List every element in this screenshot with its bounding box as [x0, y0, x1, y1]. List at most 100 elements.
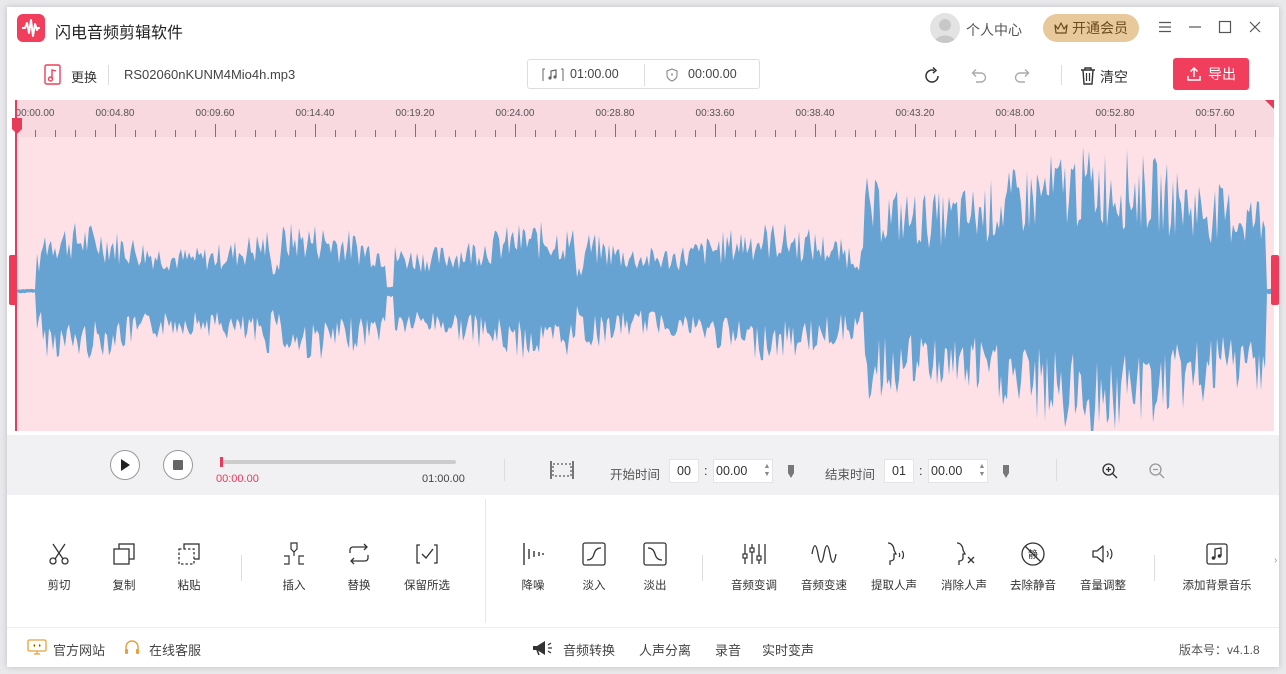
audio-convert-link[interactable]: 音频转换 [563, 643, 616, 658]
end-spinner[interactable]: ▲ ▼ [978, 463, 986, 478]
record-link[interactable]: 录音 [715, 643, 742, 658]
paste-button[interactable]: 粘贴 [151, 541, 227, 597]
end-sec-input[interactable]: 00.00 [928, 459, 988, 483]
playback-progress[interactable] [220, 457, 456, 467]
cut-button[interactable]: 剪切 [21, 541, 97, 597]
insert-button[interactable]: 插入 [256, 541, 332, 597]
pin-icon[interactable] [1001, 464, 1011, 480]
paste-icon [178, 543, 200, 565]
scissors-icon [49, 543, 69, 565]
website-icon [27, 639, 47, 655]
support-link[interactable]: 在线客服 [149, 643, 202, 658]
speaker-icon [1092, 545, 1113, 563]
fade-out-label: 淡出 [643, 580, 667, 592]
keep-label: 保留所选 [404, 580, 450, 592]
svg-text:静: 静 [1028, 548, 1038, 561]
pitch-button[interactable]: 音频变调 [716, 541, 792, 597]
selection-end-handle[interactable] [1271, 255, 1279, 305]
fade-in-button[interactable]: 淡入 [556, 541, 632, 597]
edit-tools-panel: 剪切 复制 粘贴 插入 替换 保留所选 降噪 淡入 [7, 499, 1279, 623]
maximize-icon[interactable] [1215, 17, 1235, 37]
copy-label: 复制 [112, 580, 136, 592]
fade-out-icon [643, 542, 667, 566]
replace-label: 替换 [347, 580, 371, 592]
remove-vocal-button[interactable]: 消除人声 [926, 541, 1002, 597]
start-spinner[interactable]: ▲ ▼ [763, 463, 771, 478]
select-all-icon[interactable] [548, 460, 576, 480]
fade-out-button[interactable]: 淡出 [617, 541, 693, 597]
voice-remove-icon [956, 542, 975, 565]
replace-file-button[interactable]: 更换 [71, 70, 98, 85]
minimize-icon[interactable] [1185, 17, 1205, 37]
vocal-separate-link[interactable]: 人声分离 [639, 643, 692, 658]
waveform-editor[interactable]: 00:00.00 00:04.80 00:09.60 00:14.40 00:19.20… [12, 100, 1274, 431]
swap-icon [349, 543, 369, 565]
divider [108, 65, 109, 85]
extract-vocal-button[interactable]: 提取人声 [856, 541, 932, 597]
ruler-label: 00:14.40 [295, 108, 335, 119]
zoom-out-icon[interactable] [1148, 462, 1166, 480]
fade-in-label: 淡入 [582, 580, 606, 592]
music-note-icon [542, 68, 564, 81]
pin-icon[interactable] [786, 464, 796, 480]
selection-duration: 00:00.00 [688, 67, 737, 81]
time-ruler[interactable]: 00:00.00 00:04.80 00:09.60 00:14.40 00:19.20… [15, 100, 1274, 137]
divider [504, 459, 505, 481]
end-time-label: 结束时间 [825, 468, 876, 482]
speed-button[interactable]: 音频变速 [786, 541, 862, 597]
stop-button[interactable] [163, 450, 193, 480]
zoom-in-icon[interactable] [1101, 462, 1119, 480]
start-time-label: 开始时间 [610, 468, 661, 482]
insert-icon [284, 542, 304, 565]
selection-start-handle[interactable] [9, 255, 17, 305]
pitch-label: 音频变调 [731, 580, 777, 592]
file-toolbar: 更换 RS02060nKUNM4Mio4h.mp3 01:00.00 00:00… [7, 55, 1279, 97]
export-label: 导出 [1208, 66, 1236, 82]
progress-thumb[interactable] [220, 457, 223, 467]
refresh-icon[interactable] [921, 65, 943, 87]
user-avatar[interactable] [930, 13, 960, 43]
remove-silence-button[interactable]: 静 去除静音 [995, 541, 1071, 597]
ruler-label: 00:24.00 [495, 108, 535, 119]
music-file-icon[interactable] [43, 64, 63, 91]
remove-vocal-label: 消除人声 [941, 580, 987, 592]
website-link[interactable]: 官方网站 [53, 643, 106, 658]
undo-icon[interactable] [967, 65, 989, 87]
denoise-icon [523, 543, 544, 565]
start-min-input[interactable]: 00 [669, 459, 699, 483]
voice-change-link[interactable]: 实时变声 [762, 643, 815, 658]
ruler-label: 00:57.60 [1195, 108, 1235, 119]
play-button[interactable] [110, 450, 140, 480]
audio-waveform[interactable] [15, 100, 1274, 431]
end-min-input[interactable]: 01 [884, 459, 914, 483]
ruler-label: 00:48.00 [995, 108, 1035, 119]
keep-selection-button[interactable]: 保留所选 [389, 541, 465, 597]
scroll-right-icon[interactable]: › [1274, 555, 1278, 566]
remove-silence-label: 去除静音 [1010, 580, 1056, 592]
clear-button[interactable]: 清空 [1100, 69, 1128, 85]
menu-icon[interactable] [1155, 17, 1175, 37]
user-center-link[interactable]: 个人中心 [966, 22, 1022, 38]
extract-vocal-label: 提取人声 [871, 580, 917, 592]
ruler-label: 00:52.80 [1095, 108, 1135, 119]
volume-button[interactable]: 音量调整 [1065, 541, 1141, 597]
play-icon [121, 459, 130, 471]
ruler-label: 00:33.60 [695, 108, 735, 119]
copy-button[interactable]: 复制 [86, 541, 162, 597]
ruler-label: 00:38.40 [795, 108, 835, 119]
divider [1061, 65, 1062, 85]
wave-icon [811, 545, 837, 563]
file-name: RS02060nKUNM4Mio4h.mp3 [124, 67, 296, 82]
add-bg-music-button[interactable]: 添加背景音乐 [1179, 541, 1255, 597]
denoise-button[interactable]: 降噪 [495, 541, 571, 597]
playhead-marker-icon[interactable] [11, 117, 23, 135]
voice-extract-icon [887, 542, 905, 565]
start-sec-input[interactable]: 00.00 [713, 459, 773, 483]
vip-button[interactable]: 开通会员 [1043, 14, 1139, 42]
redo-icon[interactable] [1012, 65, 1034, 87]
trash-icon[interactable] [1077, 65, 1099, 87]
close-icon[interactable] [1245, 17, 1265, 37]
export-button[interactable]: 导出 [1173, 58, 1249, 90]
replace-button[interactable]: 替换 [321, 541, 397, 597]
end-marker-icon [1265, 100, 1274, 109]
